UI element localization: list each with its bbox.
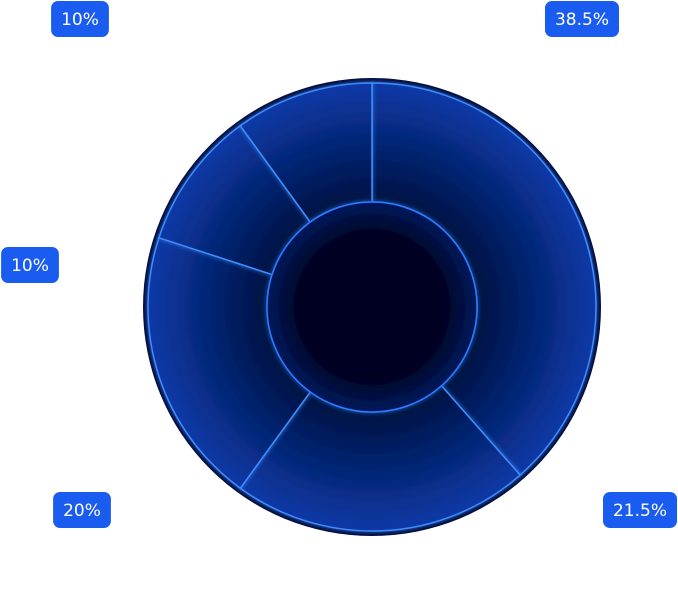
- value-label-bg: [602, 492, 678, 528]
- segments: [147, 82, 597, 532]
- value-label: 10%: [61, 10, 99, 30]
- labels: 38.5% 21.5% 20% 10% 10%: [1, 1, 678, 528]
- value-label-bg: [544, 1, 620, 37]
- value-label: 38.5%: [555, 10, 609, 30]
- value-label: 20%: [63, 501, 101, 521]
- value-label-bg: [51, 1, 109, 37]
- value-label-bg: [1, 247, 59, 283]
- value-label-bg: [53, 492, 111, 528]
- value-label: 21.5%: [613, 501, 667, 521]
- donut-hole: [266, 201, 478, 413]
- value-label: 10%: [11, 256, 49, 276]
